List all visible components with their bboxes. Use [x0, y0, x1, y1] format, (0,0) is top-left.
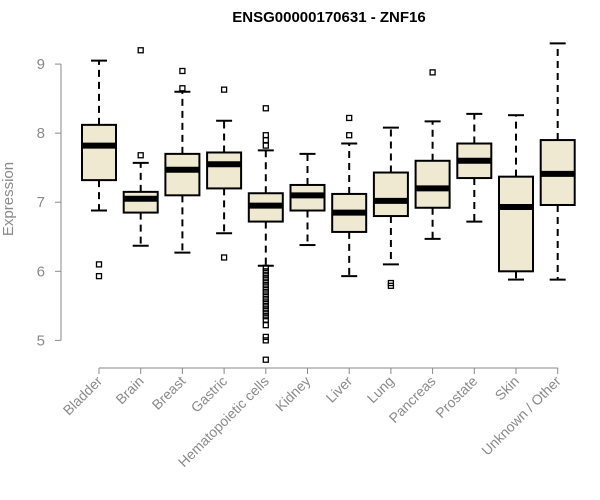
outlier-point	[429, 69, 436, 76]
outlier-point	[262, 142, 269, 149]
outlier-point	[262, 316, 269, 323]
y-tick-label: 5	[37, 332, 45, 349]
box-group	[206, 86, 243, 261]
outlier-point	[137, 152, 144, 159]
box-series	[81, 42, 576, 363]
y-tick-label: 9	[37, 56, 45, 73]
outlier-point	[387, 282, 395, 289]
box-group	[498, 114, 534, 281]
outlier-point	[179, 67, 186, 75]
outlier-point	[220, 254, 228, 261]
outlier-point	[220, 86, 228, 93]
box-group	[122, 47, 159, 247]
box-group	[247, 105, 284, 363]
box-group	[372, 126, 409, 289]
outlier-point	[262, 288, 269, 296]
x-tick-label: Liver	[323, 373, 356, 406]
y-tick-label: 7	[37, 194, 45, 211]
outlier-point	[262, 299, 269, 306]
outlier-point	[179, 85, 186, 92]
outlier-point	[262, 302, 269, 309]
box-iqr	[414, 159, 451, 209]
x-tick-label: Lung	[364, 373, 397, 406]
outlier-point	[262, 313, 269, 320]
x-tick-label: Bladder	[60, 373, 106, 419]
box-group	[164, 67, 201, 254]
outlier-point	[262, 322, 269, 329]
y-tick-label: 8	[37, 125, 45, 142]
box-iqr	[498, 175, 534, 273]
x-tick-label: Prostate	[432, 373, 480, 421]
outlier-point	[262, 295, 269, 303]
outlier-point	[262, 275, 269, 282]
x-tick-label: Skin	[492, 373, 523, 404]
outlier-point	[95, 261, 103, 268]
outlier-point	[262, 278, 269, 285]
box-iqr	[164, 152, 201, 197]
outlier-point	[262, 285, 269, 292]
outlier-point	[262, 271, 269, 278]
box-group	[331, 114, 368, 278]
x-tick-label: Kidney	[272, 373, 314, 415]
y-tick-label: 6	[37, 263, 45, 280]
outlier-point	[137, 47, 144, 54]
outlier-point	[262, 309, 269, 316]
box-iqr	[206, 151, 243, 190]
outlier-point	[95, 272, 103, 280]
outlier-point	[262, 333, 269, 341]
outlier-point	[262, 105, 269, 112]
y-axis-label: Expression	[0, 162, 17, 236]
outlier-point	[262, 292, 269, 299]
x-tick-label: Brain	[112, 373, 146, 407]
box-group	[81, 59, 117, 280]
outlier-point	[262, 268, 269, 275]
box-iqr	[122, 190, 159, 214]
x-tick-label: Breast	[149, 373, 189, 413]
y-axis: 5 6 7 8 9	[37, 56, 62, 349]
outlier-point	[262, 337, 269, 344]
box-group	[539, 42, 576, 281]
outlier-point	[346, 114, 353, 122]
outlier-point	[262, 281, 269, 289]
box-group	[289, 152, 326, 247]
box-group	[456, 112, 493, 223]
outlier-point	[262, 264, 269, 271]
box-group	[414, 69, 451, 240]
outlier-point	[262, 356, 269, 363]
outlier-point	[346, 132, 353, 139]
box-iqr	[372, 171, 409, 218]
chart-title: ENSG00000170631 - ZNF16	[232, 9, 425, 26]
x-tick-label: Unknown / Other	[478, 373, 564, 459]
outlier-point	[262, 306, 269, 313]
box-iqr	[81, 123, 117, 182]
